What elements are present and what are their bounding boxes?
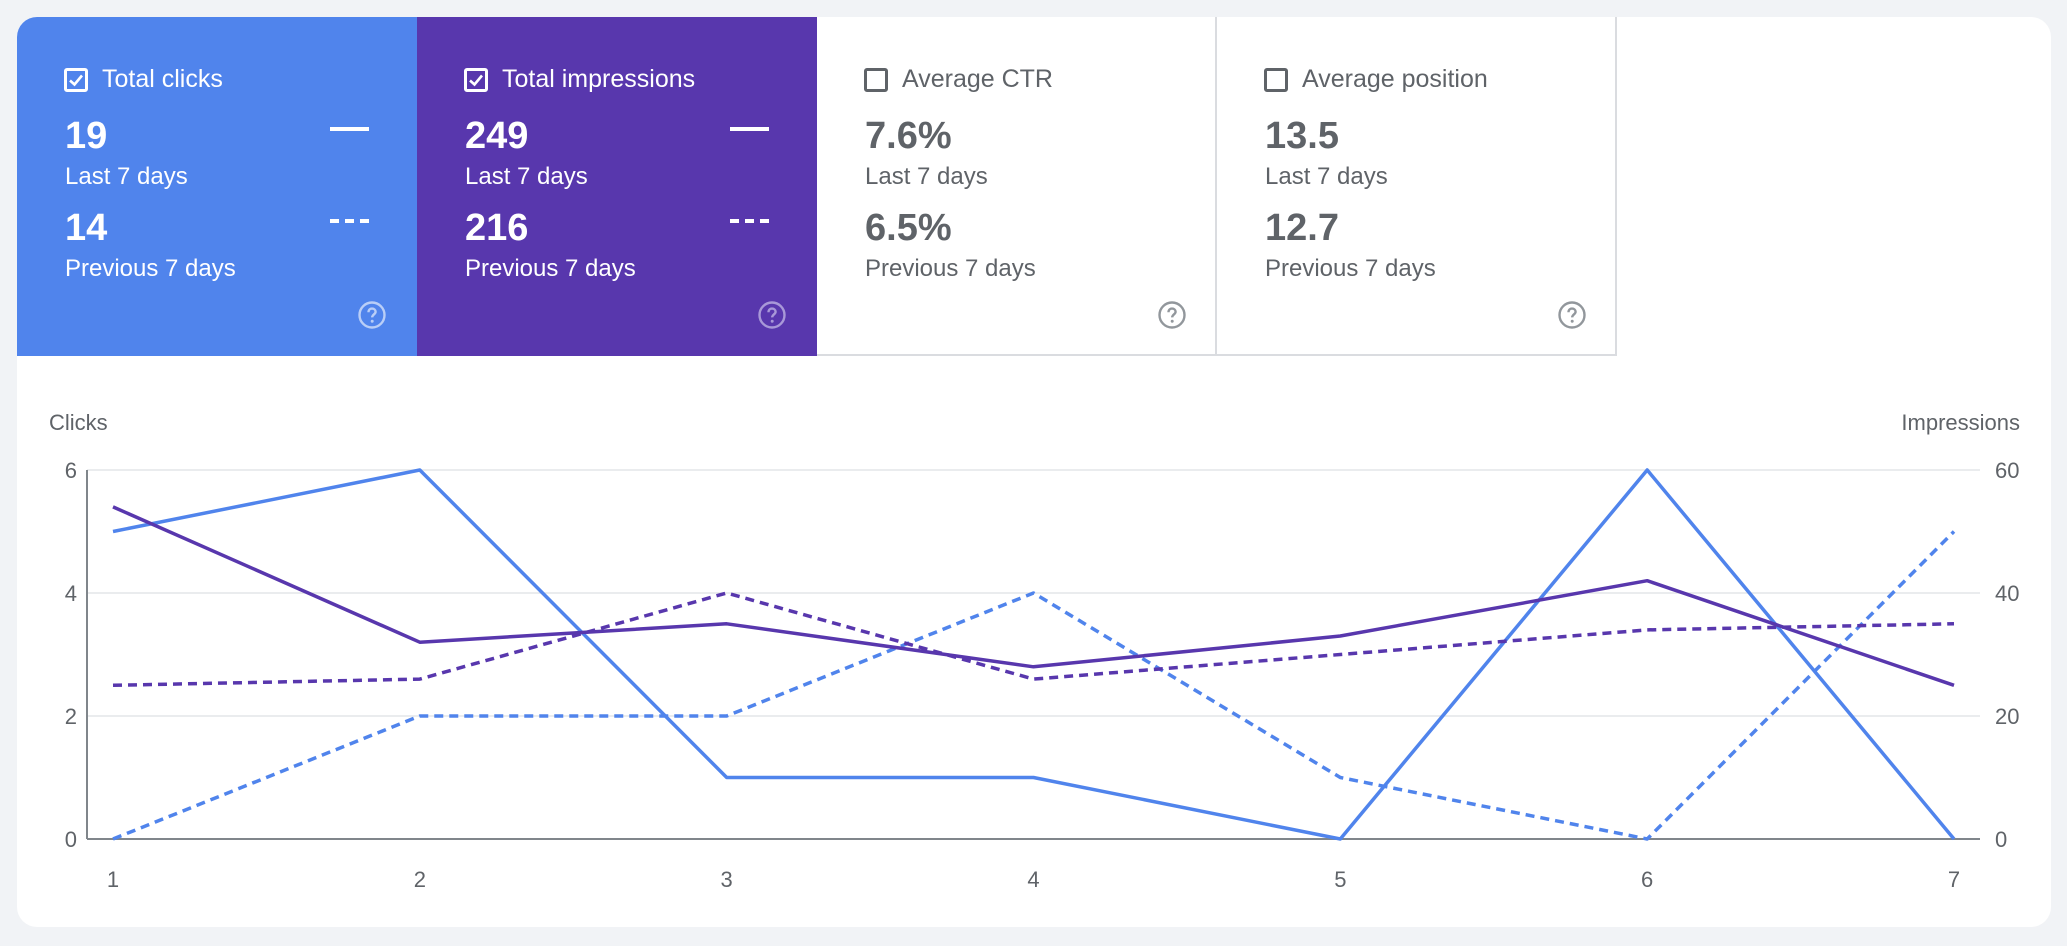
metric-current-value: 7.6% [865, 115, 952, 157]
metric-header: Average position [1264, 65, 1488, 94]
metric-average-position[interactable]: Average position 13.5 Last 7 days 12.7 P… [1217, 17, 1617, 356]
x-tick-label: 4 [1027, 867, 1039, 892]
legend-solid-line-icon [730, 127, 769, 131]
y-tick-label-right: 40 [1995, 581, 2019, 606]
help-icon[interactable] [1157, 300, 1187, 330]
y-tick-label-left: 6 [65, 458, 77, 483]
checkbox-checked-icon[interactable] [64, 67, 88, 92]
performance-card: Total clicks 19 Last 7 days 14 Previous … [17, 17, 2051, 927]
metric-current-period: Last 7 days [65, 163, 188, 190]
metric-previous-value: 12.7 [1265, 207, 1339, 249]
metric-current-period: Last 7 days [1265, 163, 1388, 190]
performance-chart: 0 2 4 6 0 20 40 60 1 2 3 4 5 6 7 Clicks Impressions [17, 356, 2051, 927]
metric-current-period: Last 7 days [465, 163, 588, 190]
metric-label: Average CTR [902, 65, 1053, 93]
y-tick-label-left: 2 [65, 704, 77, 729]
y-axis-left-title: Clicks [49, 410, 108, 435]
metric-previous-period: Previous 7 days [865, 255, 1036, 282]
y-tick-label-right: 60 [1995, 458, 2019, 483]
metric-current-value: 19 [65, 115, 108, 157]
series-line-impressions-previous [112, 591, 1955, 688]
series-line-clicks-current [112, 468, 1956, 841]
y-axis-right-title: Impressions [1901, 410, 2020, 435]
x-tick-label: 5 [1334, 867, 1346, 892]
x-tick-label: 7 [1948, 867, 1960, 892]
y-tick-label-right: 20 [1995, 704, 2019, 729]
metric-previous-period: Previous 7 days [465, 255, 636, 282]
metric-previous-period: Previous 7 days [65, 255, 236, 282]
y-tick-label-left: 0 [65, 827, 77, 852]
metric-previous-period: Previous 7 days [1265, 255, 1436, 282]
metric-label: Total clicks [102, 65, 223, 93]
checkbox-unchecked-icon[interactable] [864, 67, 888, 92]
metric-current-value: 249 [465, 115, 529, 157]
help-icon[interactable] [357, 300, 387, 330]
metric-current-value: 13.5 [1265, 115, 1339, 157]
metric-label: Total impressions [502, 65, 696, 93]
x-tick-label: 3 [721, 867, 733, 892]
metric-previous-value: 6.5% [865, 207, 952, 249]
legend-dashed-line-icon [730, 219, 769, 223]
metric-current-period: Last 7 days [865, 163, 988, 190]
legend-dashed-line-icon [330, 219, 369, 223]
x-tick-label: 6 [1641, 867, 1653, 892]
metric-header: Total impressions [464, 65, 695, 94]
metric-tabs: Total clicks 19 Last 7 days 14 Previous … [17, 17, 1617, 356]
x-tick-label: 1 [107, 867, 119, 892]
checkbox-unchecked-icon[interactable] [1264, 67, 1288, 92]
metric-previous-value: 216 [465, 207, 529, 249]
legend-solid-line-icon [330, 127, 369, 131]
checkbox-checked-icon[interactable] [464, 67, 488, 92]
x-tick-label: 2 [414, 867, 426, 892]
help-icon[interactable] [757, 300, 787, 330]
metric-previous-value: 14 [65, 207, 108, 249]
metric-total-impressions[interactable]: Total impressions 249 Last 7 days 216 Pr… [417, 17, 817, 356]
metric-average-ctr[interactable]: Average CTR 7.6% Last 7 days 6.5% Previo… [817, 17, 1217, 356]
help-icon[interactable] [1557, 300, 1587, 330]
metric-header: Average CTR [864, 65, 1053, 94]
metric-header: Total clicks [64, 65, 223, 94]
y-tick-label-left: 4 [65, 581, 77, 606]
series-line-impressions-current [112, 505, 1955, 687]
series-line-clicks-previous [112, 530, 1956, 841]
y-tick-label-right: 0 [1995, 827, 2007, 852]
metric-total-clicks[interactable]: Total clicks 19 Last 7 days 14 Previous … [17, 17, 417, 356]
metric-label: Average position [1302, 65, 1488, 93]
